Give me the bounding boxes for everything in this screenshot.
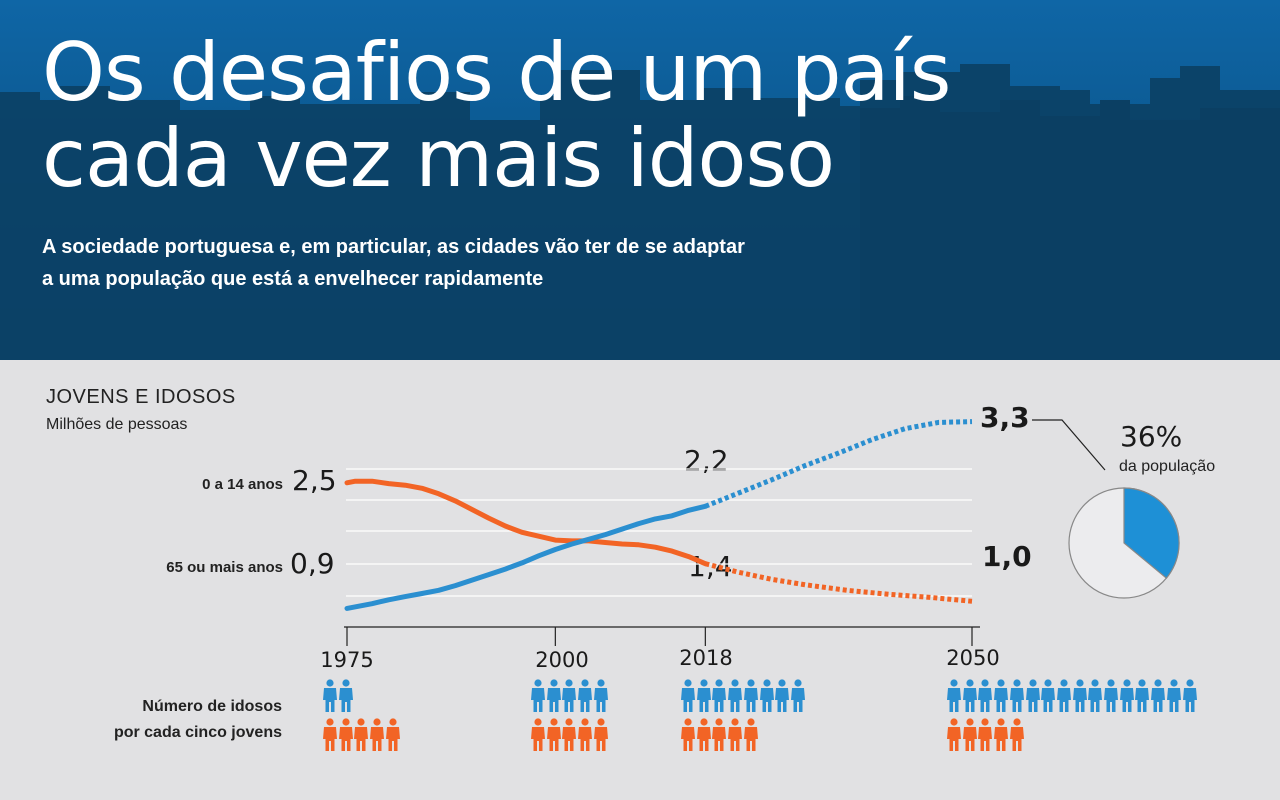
pictogram-young-2018 [680,718,759,751]
elderly-person-icon [712,679,727,712]
elderly-person-icon [1056,679,1071,712]
young-person-icon [681,718,695,751]
pictogram-old-2050 [946,679,1197,712]
elderly-person-icon [696,679,711,712]
young-person-icon [338,718,353,751]
elderly-person-icon [338,679,353,712]
young-1975-value: 2,5 [292,464,337,497]
young-person-icon [696,718,711,751]
header-banner: Os desafios de um país cada vez mais ido… [0,0,1280,360]
old-series-line [344,503,708,611]
elderly-person-icon [1025,679,1040,712]
city-skyline-illustration [0,0,1280,360]
line-chart [344,419,1180,646]
chart-subtitle: Milhões de pessoas [46,416,188,433]
young-person-icon [1009,718,1024,751]
young-person-icon [385,718,400,751]
young-person-icon [978,718,993,751]
young-person-icon [994,718,1009,751]
pictogram-old-2000 [530,679,609,712]
elderly-person-icon [1009,679,1024,712]
elderly-person-icon [1151,679,1166,712]
elderly-person-icon [728,679,743,712]
young-person-icon [531,718,545,751]
pictogram-young-2050 [946,718,1025,751]
young-person-icon [354,718,369,751]
x-tick-label-2018: 2018 [679,646,733,670]
x-tick-label-2050: 2050 [946,646,1000,670]
elderly-person-icon [962,679,977,712]
elderly-person-icon [947,679,961,712]
elderly-person-icon [1072,679,1087,712]
young-person-icon [578,718,593,751]
page-title: Os desafios de um país cada vez mais ido… [42,26,951,205]
pictogram-young-1975 [322,718,401,751]
pictogram-legend-line-2: por cada cinco jovens [113,724,282,741]
elderly-person-icon [323,679,337,712]
pie-slice-elderly [1123,487,1180,579]
old-2050-value: 3,3 [980,401,1030,434]
elderly-person-icon [1104,679,1119,712]
elderly-person-icon [978,679,993,712]
elderly-person-icon [681,679,695,712]
pictogram-old-2018 [680,679,806,712]
young-person-icon [370,718,385,751]
subtitle-line-2: a uma população que está a envelhecer ra… [42,268,544,290]
subtitle-line-1: A sociedade portuguesa e, em particular,… [42,236,745,258]
elderly-person-icon [1041,679,1056,712]
young-2050-value: 1,0 [982,540,1032,573]
elderly-person-icon [759,679,774,712]
young-person-icon [743,718,758,751]
young-person-icon [712,718,727,751]
elderly-person-icon [1135,679,1150,712]
title-line-2: cada vez mais idoso [42,112,835,205]
pie-leader-line [1032,419,1106,471]
young-series-projection-line [704,561,973,604]
young-person-icon [323,718,337,751]
elderly-person-icon [1119,679,1134,712]
old-series-label: 65 ou mais anos [166,559,283,576]
elderly-person-icon [1088,679,1103,712]
elderly-person-icon [1182,679,1197,712]
young-2018-value: 1,4 [688,550,733,583]
elderly-person-icon [531,679,545,712]
page-subtitle: A sociedade portuguesa e, em particular,… [42,231,862,295]
pictogram-legend-line-1: Número de idosos [142,698,282,715]
elderly-person-icon [743,679,758,712]
elderly-person-icon [994,679,1009,712]
pie-percentage: 36% [1120,420,1183,453]
young-person-icon [562,718,577,751]
young-person-icon [962,718,977,751]
young-series-label: 0 a 14 anos [202,476,283,493]
young-person-icon [947,718,961,751]
pie-sublabel: da população [1119,458,1216,475]
pictogram-young-2000 [530,718,609,751]
elderly-person-icon [1166,679,1181,712]
elderly-person-icon [790,679,805,712]
x-tick-label-2000: 2000 [535,648,589,672]
elderly-person-icon [562,679,577,712]
title-line-1: Os desafios de um país [42,26,951,119]
elderly-person-icon [775,679,790,712]
old-1975-value: 0,9 [290,547,335,580]
young-series-line [344,478,708,567]
x-tick-label-1975: 1975 [320,648,374,672]
pictogram-old-1975 [322,679,353,712]
pictogram-legend: Número de idosos por cada cinco jovens [60,694,282,746]
chart-title: JOVENS E IDOSOS [46,386,236,408]
young-person-icon [546,718,561,751]
elderly-person-icon [593,679,608,712]
old-2018-value: 2,2 [684,444,729,477]
old-series-projection-line [704,419,973,509]
young-person-icon [728,718,743,751]
elderly-person-icon [546,679,561,712]
young-person-icon [593,718,608,751]
elderly-person-icon [578,679,593,712]
